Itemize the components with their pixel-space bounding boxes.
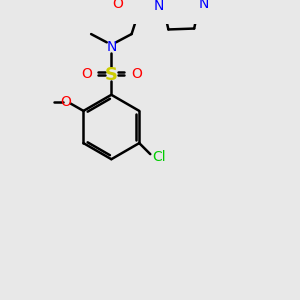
Text: O: O [81, 67, 92, 81]
Text: N: N [198, 0, 208, 11]
Text: O: O [112, 0, 123, 11]
Text: N: N [154, 0, 164, 14]
Text: Cl: Cl [153, 150, 166, 164]
Text: N: N [106, 40, 116, 54]
Text: S: S [105, 66, 118, 84]
Text: O: O [61, 95, 71, 109]
Text: O: O [131, 67, 142, 81]
